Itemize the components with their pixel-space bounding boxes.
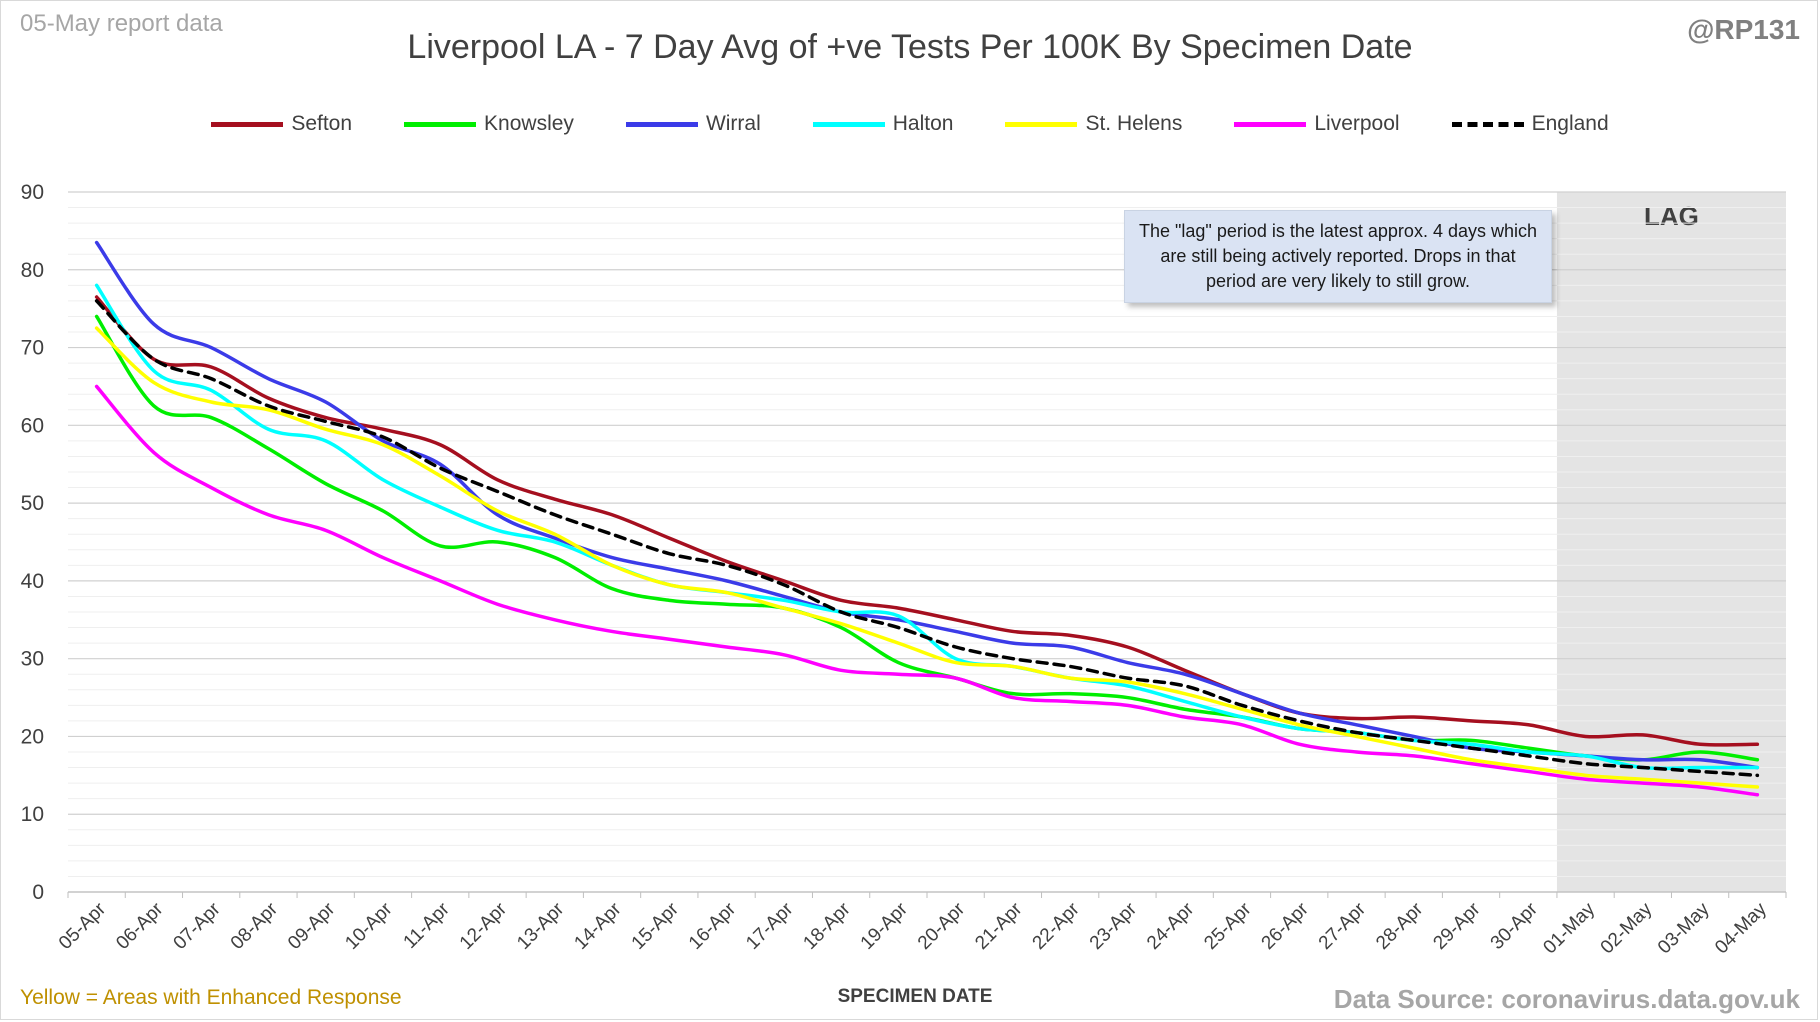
legend-item-england: England (1451, 112, 1609, 136)
author-handle: @RP131 (1687, 14, 1800, 45)
y-tick-label: 80 (21, 259, 44, 282)
series-line-st-helens (94, 326, 1760, 789)
series-line-halton (94, 283, 1760, 771)
y-tick-label: 0 (32, 881, 44, 904)
x-tick-label: 18-Apr (799, 898, 855, 954)
legend-item-st-helens: St. Helens (1005, 112, 1182, 136)
report-date-label: 05-May report data (20, 10, 223, 37)
x-tick-label: 08-Apr (227, 898, 283, 954)
x-tick-label: 24-Apr (1143, 898, 1199, 954)
x-tick-label: 20-Apr (914, 898, 970, 954)
y-tick-label: 10 (21, 803, 44, 826)
x-tick-label: 12-Apr (456, 898, 512, 954)
x-tick-label: 22-Apr (1029, 898, 1085, 954)
x-tick-label: 25-Apr (1200, 898, 1256, 954)
x-tick-label: 06-Apr (112, 898, 168, 954)
y-tick-label: 70 (21, 337, 44, 360)
series-line-england (94, 299, 1760, 778)
data-source-label: Data Source: coronavirus.data.gov.uk (1333, 984, 1800, 1014)
series-line-wirral (94, 240, 1760, 770)
enhanced-response-note: Yellow = Areas with Enhanced Response (20, 986, 402, 1009)
x-tick-label: 23-Apr (1086, 898, 1142, 954)
x-tick-label: 28-Apr (1372, 898, 1428, 954)
x-tick-label: 13-Apr (513, 898, 569, 954)
legend-item-liverpool: Liverpool (1234, 112, 1400, 136)
x-tick-label: 16-Apr (685, 898, 741, 954)
x-tick-label: 30-Apr (1487, 898, 1543, 954)
x-tick-label: 21-Apr (971, 898, 1027, 954)
y-tick-label: 40 (21, 570, 44, 593)
legend-swatch (1234, 121, 1307, 127)
legend-label: Knowsley (484, 112, 574, 135)
x-tick-label: 01-May (1539, 898, 1599, 958)
legend-item-sefton: Sefton (211, 112, 352, 136)
series-line-liverpool (94, 384, 1760, 797)
lag-annotation: The "lag" period is the latest approx. 4… (1124, 210, 1552, 303)
x-tick-label: 19-Apr (857, 898, 913, 954)
legend-swatch (404, 121, 477, 127)
x-tick-label: 09-Apr (284, 898, 340, 954)
y-tick-label: 30 (21, 648, 44, 671)
x-tick-label: 02-May (1597, 898, 1657, 958)
y-tick-label: 50 (21, 492, 44, 515)
x-tick-label: 04-May (1711, 898, 1771, 958)
x-tick-label: 27-Apr (1315, 898, 1371, 954)
series-line-knowsley (94, 314, 1760, 762)
legend-swatch (1005, 121, 1078, 127)
y-tick-label: 20 (21, 725, 44, 748)
legend-swatch (1451, 121, 1524, 127)
x-tick-label: 17-Apr (742, 898, 798, 954)
y-tick-label: 60 (21, 414, 44, 437)
legend-label: England (1531, 112, 1609, 135)
chart-title: Liverpool LA - 7 Day Avg of +ve Tests Pe… (407, 28, 1413, 66)
x-tick-label: 10-Apr (341, 898, 397, 954)
x-tick-label: 07-Apr (170, 898, 226, 954)
legend-label: Wirral (705, 112, 761, 135)
legend-item-knowsley: Knowsley (404, 112, 574, 136)
x-tick-label: 26-Apr (1258, 898, 1314, 954)
x-tick-label: 15-Apr (628, 898, 684, 954)
x-axis-title: SPECIMEN DATE (837, 986, 993, 1007)
legend-label: Liverpool (1314, 112, 1400, 135)
legend-swatch (625, 121, 698, 127)
x-tick-label: 03-May (1654, 898, 1714, 958)
legend-item-wirral: Wirral (625, 112, 761, 136)
legend-label: St. Helens (1085, 112, 1183, 135)
x-tick-label: 05-Apr (55, 898, 111, 954)
chart-legend: Sefton Knowsley Wirral Halton St. Helens Live… (0, 112, 1820, 136)
x-tick-label: 11-Apr (400, 898, 455, 953)
x-tick-label: 29-Apr (1429, 898, 1485, 954)
legend-swatch (812, 121, 885, 127)
y-tick-label: 90 (21, 181, 44, 204)
x-tick-label: 14-Apr (570, 898, 626, 954)
legend-item-halton: Halton (812, 112, 954, 136)
legend-label: Halton (892, 112, 954, 135)
legend-swatch (211, 121, 284, 127)
lag-label: LAG (1644, 201, 1699, 231)
series-line-sefton (94, 295, 1760, 747)
legend-label: Sefton (291, 112, 353, 135)
